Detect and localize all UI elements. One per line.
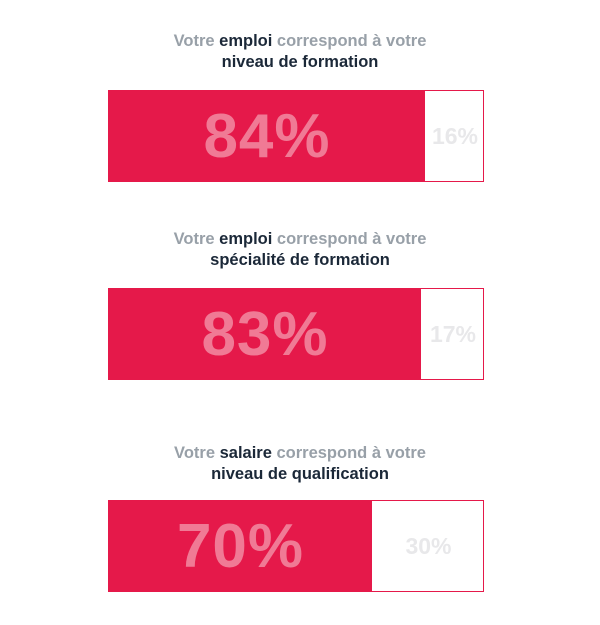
title-text: Votre (173, 230, 220, 248)
percentage-bar: 70% 30% (108, 500, 484, 592)
title-emphasis: emploi (219, 230, 273, 248)
remainder-label: 17% (429, 320, 477, 347)
bar-fill (109, 289, 421, 379)
remainder-label: 16% (431, 122, 479, 149)
value-label: 83% (201, 299, 329, 369)
chart-title: Votre emploi correspond à votre niveau de… (0, 31, 600, 73)
percentage-bar: 84% 16% (108, 90, 484, 182)
title-text: correspond à votre (272, 230, 427, 248)
title-text: correspond à votre (272, 32, 427, 50)
bar-fill (109, 501, 372, 591)
value-label: 70% (176, 511, 305, 581)
title-emphasis: spécialité de formation (210, 251, 390, 269)
title-emphasis: emploi (219, 32, 273, 50)
value-label: 84% (203, 101, 331, 171)
title-emphasis: salaire (219, 444, 272, 462)
bar-fill (109, 91, 425, 181)
percentage-bar: 83% 17% (108, 288, 484, 380)
title-text: Votre (173, 32, 220, 50)
remainder-label: 30% (405, 532, 452, 559)
title-emphasis: niveau de qualification (211, 465, 389, 483)
title-text: Votre (174, 444, 220, 462)
title-text: correspond à votre (271, 444, 426, 462)
chart-title: Votre emploi correspond à votre spécialit… (0, 229, 600, 271)
title-emphasis: niveau de formation (221, 53, 379, 71)
chart-title: Votre salaire correspond à votre niveau d… (0, 443, 600, 485)
